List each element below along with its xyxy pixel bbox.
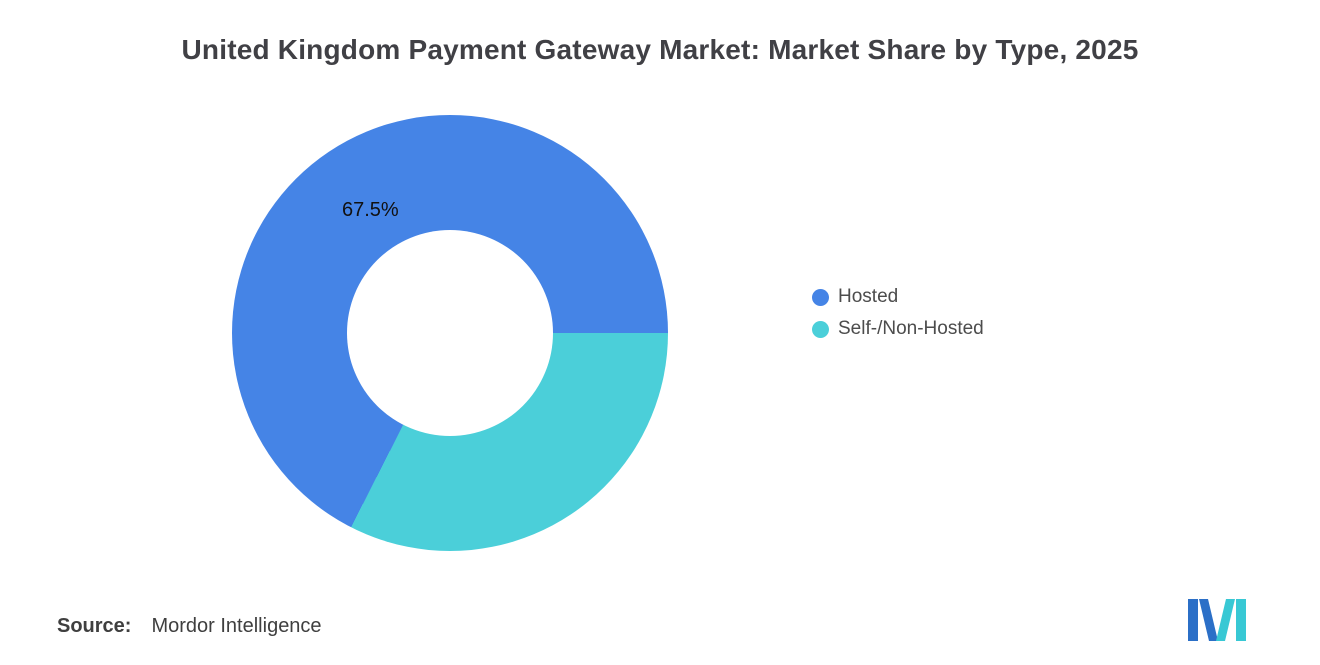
legend-marker-hosted bbox=[812, 288, 829, 306]
mordor-intelligence-logo bbox=[1188, 599, 1246, 641]
source-note: Source: Mordor Intelligence bbox=[57, 615, 322, 638]
donut-chart: 67.5% bbox=[232, 115, 668, 551]
logo-left-stroke bbox=[1188, 599, 1198, 641]
legend-item-hosted[interactable]: Hosted bbox=[812, 286, 984, 308]
legend-marker-self-non-hosted bbox=[812, 320, 829, 338]
legend-label-hosted: Hosted bbox=[838, 286, 899, 307]
donut-hole bbox=[347, 230, 553, 436]
source-label: Source: bbox=[57, 615, 132, 637]
logo-right-stroke bbox=[1236, 599, 1246, 641]
chart-title: United Kingdom Payment Gateway Market: M… bbox=[181, 34, 1139, 65]
legend-item-self-non-hosted[interactable]: Self-/Non-Hosted bbox=[812, 318, 984, 340]
legend-label-self-non-hosted: Self-/Non-Hosted bbox=[838, 318, 984, 339]
logo-left-diagonal bbox=[1199, 599, 1218, 641]
legend: Hosted Self-/Non-Hosted bbox=[812, 286, 984, 340]
logo-right-diagonal bbox=[1216, 599, 1235, 641]
source-value: Mordor Intelligence bbox=[151, 615, 322, 637]
data-label-hosted: 67.5% bbox=[342, 199, 399, 221]
